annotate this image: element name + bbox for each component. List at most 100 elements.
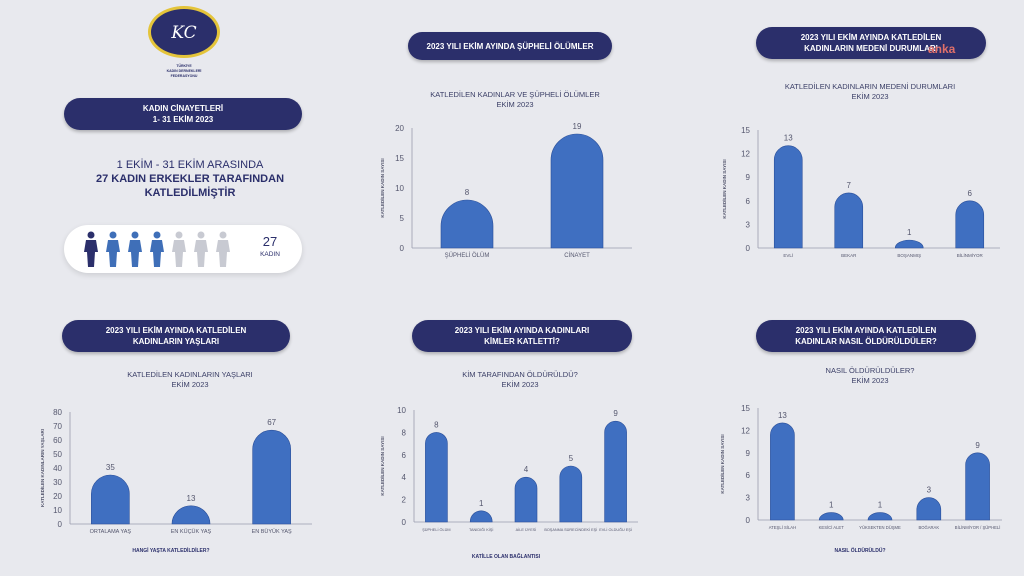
category-label: EN KÜÇÜK YAŞ xyxy=(171,528,212,535)
bar-value-label: 13 xyxy=(187,494,196,503)
x-axis-label: NASIL ÖLDÜRÜLDÜ? xyxy=(834,547,885,554)
victim-count: 27 xyxy=(262,234,278,249)
summary-title-pill: KADIN CİNAYETLERİ 1- 31 EKİM 2023 xyxy=(64,98,302,130)
bar-value-label: 13 xyxy=(778,411,787,420)
y-tick-label: 3 xyxy=(746,494,751,503)
pill-line: 2023 YILI EKİM AYINDA KATLEDİLEN xyxy=(105,326,247,335)
y-tick-label: 10 xyxy=(397,406,406,415)
chart-title: KİM TARAFINDAN ÖLDÜRÜLDÜ? xyxy=(462,370,578,379)
headline-line-3: KATLEDİLMİŞTİR xyxy=(144,187,236,199)
y-tick-label: 0 xyxy=(400,244,405,253)
bar-value-label: 1 xyxy=(907,228,912,237)
chart-subtitle: EKİM 2023 xyxy=(851,376,889,385)
bar xyxy=(469,510,493,523)
bar xyxy=(252,429,291,525)
y-tick-label: 0 xyxy=(402,518,407,527)
woman-icon xyxy=(84,231,98,267)
y-tick-label: 50 xyxy=(53,450,62,459)
chart-title: KATLEDİLEN KADINLARIN YAŞLARI xyxy=(127,370,253,379)
pill-line: KADINLAR NASIL ÖLDÜRÜLDÜLER? xyxy=(795,337,937,346)
y-axis-label: KATLEDİLEN KADIN SAYISI xyxy=(379,436,385,495)
chart-title: KATLEDİLEN KADINLARIN MEDENİ DURUMLARI xyxy=(784,82,956,91)
bar xyxy=(91,474,130,525)
y-tick-label: 40 xyxy=(53,464,62,473)
pill-ages: 2023 YILI EKİM AYINDA KATLEDİLEN KADINLA… xyxy=(62,320,290,352)
bar xyxy=(955,200,985,249)
logo-monogram: KC xyxy=(171,23,197,43)
bar xyxy=(894,239,924,249)
bar-value-label: 4 xyxy=(524,465,529,474)
chart-methods: KATLEDİLEN KADIN SAYISI0369121513ATEŞLİ … xyxy=(719,404,1002,554)
y-tick-label: 20 xyxy=(395,124,404,133)
y-tick-label: 0 xyxy=(58,520,63,529)
y-tick-label: 30 xyxy=(53,478,62,487)
pill-line: KADINLARIN MEDENİ DURUMLARI xyxy=(804,44,938,53)
y-tick-label: 2 xyxy=(402,496,407,505)
bar-value-label: 67 xyxy=(267,418,276,427)
bar-value-label: 1 xyxy=(878,501,883,510)
bar-value-label: 9 xyxy=(613,409,618,418)
bar xyxy=(171,505,211,525)
summary-headline: 1 EKİM - 31 EKİM ARASINDA 27 KADIN ERKEK… xyxy=(40,158,340,200)
pill-line: KİMLER KATLETTİ? xyxy=(484,337,560,346)
bar xyxy=(867,512,893,521)
woman-icon xyxy=(150,231,164,267)
logo-caption: TÜRKİYE KADIN DERNEKLERİ FEDERASYONU xyxy=(150,64,218,79)
chart3-title-block: KATLEDİLEN KADINLARIN YAŞLARI EKİM 2023 xyxy=(80,370,300,390)
y-axis-label: KATLEDİLEN KADINLARIN YAŞLARI xyxy=(39,429,45,507)
category-label: EVLİ xyxy=(783,252,793,258)
category-label: KESİCİ ALET xyxy=(819,525,845,530)
chart-title: KATLEDİLEN KADINLAR VE ŞÜPHELİ ÖLÜMLER xyxy=(430,90,600,99)
y-tick-label: 15 xyxy=(741,404,750,413)
category-label: BİLİNMİYOR / ŞÜPHELİ xyxy=(955,525,1001,530)
logo-caption-line: FEDERASYONU xyxy=(170,74,198,78)
y-tick-label: 5 xyxy=(400,214,405,223)
pill-line: 2023 YILI EKİM AYINDA KATLEDİLEN xyxy=(800,33,942,42)
headline-line-2: 27 KADIN ERKEKLER TARAFINDAN xyxy=(95,173,285,185)
category-label: BOŞANMIŞ xyxy=(897,253,921,258)
y-tick-label: 12 xyxy=(741,150,750,159)
category-label: TANIDIĞI KİŞİ xyxy=(469,527,493,532)
y-tick-label: 6 xyxy=(746,471,751,480)
bar xyxy=(965,452,990,521)
federation-logo: KC xyxy=(148,6,220,58)
y-tick-label: 0 xyxy=(746,244,751,253)
woman-icon xyxy=(106,231,120,267)
pill-marital-status: 2023 YILI EKİM AYINDA KATLEDİLEN KADINLA… xyxy=(756,27,986,59)
category-label: BOĞARAK xyxy=(918,525,939,530)
pill-perpetrators: 2023 YILI EKİM AYINDA KADINLARI KİMLER K… xyxy=(412,320,632,352)
chart-subtitle: EKİM 2023 xyxy=(496,100,534,109)
bar-value-label: 9 xyxy=(975,441,980,450)
chart2-title-block: KATLEDİLEN KADINLARIN MEDENİ DURUMLARI E… xyxy=(745,82,995,102)
anka-watermark: anka xyxy=(928,42,956,56)
woman-icon xyxy=(172,231,186,267)
y-tick-label: 6 xyxy=(746,197,751,206)
woman-icon xyxy=(128,231,142,267)
y-tick-label: 8 xyxy=(402,428,407,437)
y-tick-label: 10 xyxy=(395,184,404,193)
category-label: ŞÜPHELİ ÖLÜM xyxy=(445,252,490,259)
chart-subtitle: EKİM 2023 xyxy=(501,380,539,389)
bar-value-label: 6 xyxy=(968,189,973,198)
y-tick-label: 4 xyxy=(402,473,407,482)
pill-methods: 2023 YILI EKİM AYINDA KATLEDİLEN KADINLA… xyxy=(756,320,976,352)
bar xyxy=(773,145,803,249)
category-label: CİNAYET xyxy=(564,252,590,259)
y-tick-label: 10 xyxy=(53,506,62,515)
y-tick-label: 15 xyxy=(395,154,404,163)
bar xyxy=(604,420,627,523)
chart-ages: KATLEDİLEN KADINLARIN YAŞLARI 0 10 20 30 40 50… xyxy=(39,408,312,554)
y-axis-label: KATLEDİLEN KADIN SAYISI xyxy=(719,434,725,493)
pill-line: KADINLARIN YAŞLARI xyxy=(132,337,220,346)
y-tick-label: 80 xyxy=(53,408,62,417)
chart4-title-block: KİM TARAFINDAN ÖLDÜRÜLDÜ? EKİM 2023 xyxy=(420,370,620,390)
chart-subtitle: EKİM 2023 xyxy=(171,380,209,389)
chart-perpetrators: KATLEDİLEN KADIN SAYISI 0 2 4 6 8 10 8 ŞÜPHELİ Ö… xyxy=(379,406,638,560)
chart5-title-block: NASIL ÖLDÜRÜLDÜLER? EKİM 2023 xyxy=(770,366,970,386)
category-label: BİLİNMİYOR xyxy=(957,252,984,258)
chart-suspicious-deaths: KATLEDİLEN KADIN SAYISI 0 5 10 15 20 8 ŞÜPHELİ … xyxy=(379,122,632,259)
pill-line: 2023 YILI EKİM AYINDA ŞÜPHELİ ÖLÜMLER xyxy=(426,41,594,51)
summary-title-line: 1- 31 EKİM 2023 xyxy=(152,115,214,124)
category-label: ATEŞLİ SİLAH xyxy=(769,525,796,530)
y-axis-label: KATLEDİLEN KADIN SAYISI xyxy=(721,159,727,218)
